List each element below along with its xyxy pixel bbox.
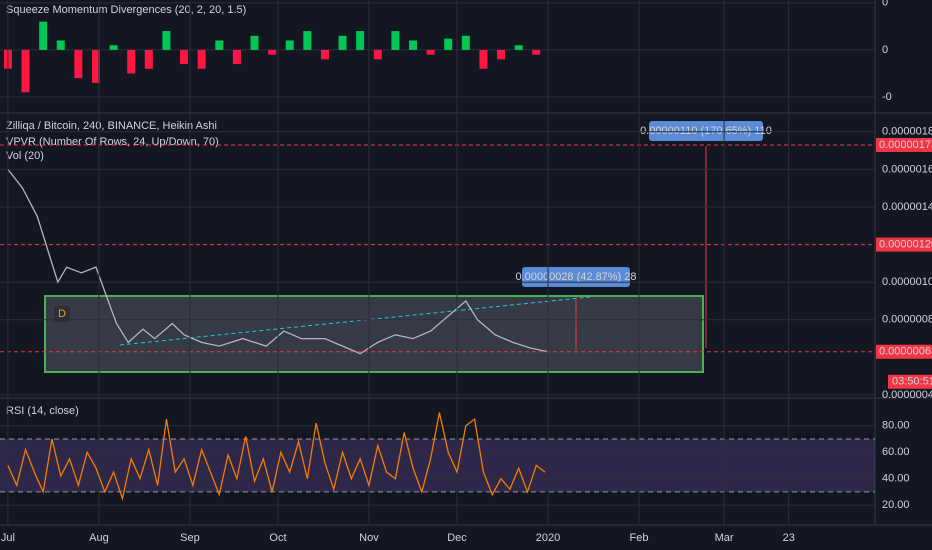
momentum-bar [497,49,506,60]
y-tick-label: 0 [882,44,888,56]
momentum-bar [21,49,30,93]
momentum-bar [356,31,365,50]
momentum-bar [514,45,523,50]
momentum-bar [532,49,541,55]
measure-box [649,121,763,141]
series-line [7,168,549,355]
momentum-bar [91,49,100,83]
x-tick-label: Nov [359,532,379,544]
rsi-band [0,439,875,492]
x-tick-label: Oct [269,532,286,544]
momentum-bar [127,49,136,74]
x-tick-label: Mar [715,532,734,544]
y-tick-label: 20.00 [882,499,910,511]
momentum-bar [74,49,83,79]
momentum-bar [197,49,206,69]
y-tick-label: -0 [882,91,892,103]
momentum-bar [162,31,171,50]
pane-title: Zilliqa / Bitcoin, 240, BINANCE, Heikin … [6,120,217,132]
price-tag-label: 0.00000063 [879,346,932,358]
momentum-bar [320,49,329,60]
momentum-bar [109,45,118,50]
marker-box [54,306,70,322]
x-tick-label: 23 [783,532,795,544]
momentum-bar [391,31,400,50]
price-tag-label: 0.00000120 [879,239,932,251]
y-tick-label: 80.00 [882,420,910,432]
momentum-bar [285,40,294,50]
channel [44,295,704,373]
momentum-bar [250,35,259,50]
momentum-bar [408,40,417,50]
momentum-bar [180,49,189,65]
series-line [7,412,546,501]
momentum-bar [39,21,48,50]
momentum-bar [215,40,224,50]
pane-title: Squeeze Momentum Divergences (20, 2, 20,… [6,4,246,16]
momentum-bar [426,49,435,55]
marker-label: D [58,308,66,320]
momentum-bar [479,49,488,69]
x-tick-label: Dec [447,532,467,544]
trend-line [119,296,591,346]
momentum-bar [232,49,241,65]
x-tick-label: Sep [180,532,200,544]
y-tick-label: 0 [882,0,888,9]
x-tick-label: 2020 [536,532,560,544]
measure-label: 0.00000110 (170.65%) 110 [640,125,772,137]
x-tick-label: Aug [89,532,109,544]
price-tag [876,137,932,152]
momentum-bar [461,35,470,50]
momentum-bar [373,49,382,60]
momentum-bar [268,49,277,55]
y-tick-label: 60.00 [882,446,910,458]
measure-label: 0.00000028 (42.87%) 28 [515,271,636,283]
x-tick-label: Jul [1,532,15,544]
y-tick-label: 40.00 [882,473,910,485]
momentum-bar [444,38,453,50]
x-tick-label: Feb [630,532,649,544]
price-tag-label: 0.00000173 [879,139,932,151]
countdown-tag [888,374,932,389]
momentum-bar [56,40,65,50]
momentum-bar [303,31,312,50]
price-tag [876,344,932,359]
pane-subtitle: VPVR (Number Of Rows, 24, Up/Down, 70) [6,136,219,148]
countdown-label: 03:50:51 [892,376,932,388]
pane-subtitle: Vol (20) [6,150,44,162]
momentum-bar [144,49,153,69]
price-tag [876,237,932,252]
pane-title: RSI (14, close) [6,405,79,417]
momentum-bar [338,35,347,50]
